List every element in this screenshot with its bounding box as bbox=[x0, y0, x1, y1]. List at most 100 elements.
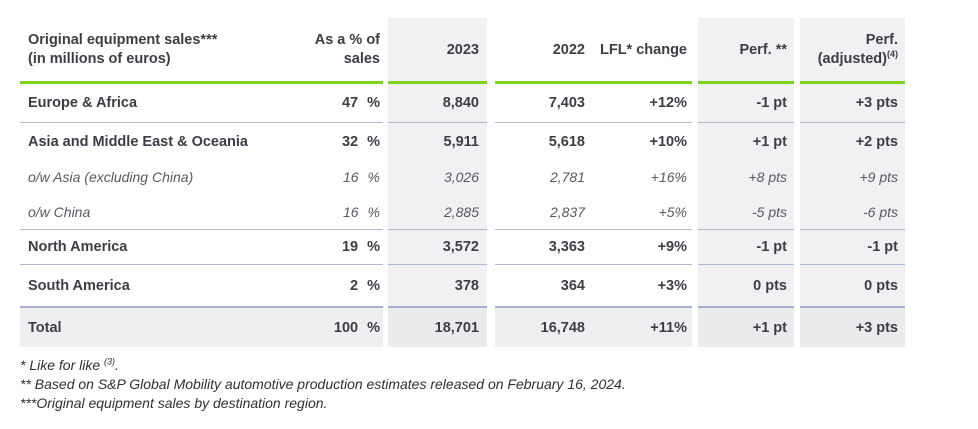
column-gutter bbox=[794, 18, 800, 84]
footnote-sp-global-mobility: ** Based on S&P Global Mobility automoti… bbox=[20, 376, 626, 392]
table-row-ow-china: o/w China 16% 2,885 2,837 +5% -5 pts -6 … bbox=[20, 194, 905, 230]
pct-of-sales-value: 2% bbox=[290, 265, 383, 308]
table-row-europe-africa: Europe & Africa 47% 8,840 7,403 +12% -1 … bbox=[20, 84, 905, 123]
column-gutter bbox=[692, 308, 698, 347]
column-header-title: Original equipment sales*** (in millions… bbox=[20, 18, 290, 84]
column-gutter bbox=[794, 308, 800, 347]
oe-sales-table: Original equipment sales*** (in millions… bbox=[20, 18, 905, 347]
region-label: Total bbox=[20, 308, 290, 347]
column-gutter bbox=[383, 84, 388, 123]
column-gutter bbox=[383, 194, 388, 230]
pct-of-sales-value: 32% bbox=[341, 133, 380, 150]
column-gutter bbox=[794, 123, 800, 160]
perf-value: +1 pt bbox=[698, 123, 794, 160]
table-row-ow-asia-excluding-china: o/w Asia (excluding China) 16% 3,026 2,7… bbox=[20, 160, 905, 194]
perf-adjusted-value: +3 pts bbox=[800, 308, 905, 347]
column-header-pct-of-sales: As a % of sales bbox=[290, 18, 383, 84]
table-row-north-america: North America 19% 3,572 3,363 +9% -1 pt … bbox=[20, 230, 905, 265]
column-gutter bbox=[383, 160, 388, 194]
table-title-line1: Original equipment sales*** bbox=[28, 31, 218, 48]
sales-2023-value: 3,026 bbox=[388, 160, 487, 194]
column-gutter bbox=[692, 265, 698, 308]
column-header-lfl-change: LFL* change bbox=[588, 18, 692, 84]
column-gutter bbox=[487, 123, 495, 160]
column-gutter bbox=[487, 308, 495, 347]
perf-adjusted-value: -6 pts bbox=[800, 194, 905, 230]
column-gutter bbox=[794, 265, 800, 308]
lfl-change-value: +11% bbox=[588, 308, 692, 347]
perf-adjusted-value: +9 pts bbox=[800, 160, 905, 194]
column-gutter bbox=[692, 123, 698, 160]
table-title-line2: (in millions of euros) bbox=[28, 50, 171, 67]
perf-value: -1 pt bbox=[698, 230, 794, 265]
column-gutter bbox=[692, 230, 698, 265]
lfl-change-value: +10% bbox=[649, 133, 688, 150]
column-gutter bbox=[487, 18, 495, 84]
sales-2022-value: 2,837 bbox=[495, 194, 588, 230]
column-header-perf-adjusted: Perf. (adjusted)(4) bbox=[800, 18, 905, 84]
column-gutter bbox=[383, 123, 388, 160]
region-label: o/w China bbox=[20, 194, 290, 230]
perf-adjusted-value: -1 pt bbox=[800, 230, 905, 265]
column-gutter bbox=[794, 194, 800, 230]
region-label: Europe & Africa bbox=[20, 84, 290, 123]
region-label: North America bbox=[20, 230, 290, 265]
column-header-2023: 2023 bbox=[388, 18, 487, 84]
column-header-perf: Perf. ** bbox=[698, 18, 794, 84]
footnote-like-for-like: * Like for like (3). bbox=[20, 356, 119, 373]
column-gutter bbox=[487, 265, 495, 308]
lfl-change-value: +3% bbox=[588, 265, 692, 308]
column-gutter bbox=[692, 160, 698, 194]
column-gutter bbox=[383, 230, 388, 265]
table-row-south-america: South America 2% 378 364 +3% 0 pts 0 pts bbox=[20, 265, 905, 308]
perf-adjusted-value: 0 pts bbox=[800, 265, 905, 308]
pct-of-sales-value: 16% bbox=[290, 194, 383, 230]
lfl-change-value: +16% bbox=[650, 169, 687, 185]
sales-2022-value: 5,618 bbox=[548, 133, 585, 150]
column-gutter bbox=[383, 308, 388, 347]
pct-of-sales-value: 47% bbox=[290, 84, 383, 123]
column-gutter bbox=[487, 84, 495, 123]
perf-value: 0 pts bbox=[698, 265, 794, 308]
sales-2023-value: 5,911 bbox=[388, 123, 487, 160]
column-gutter bbox=[794, 160, 800, 194]
column-gutter bbox=[692, 18, 698, 84]
perf-value: +8 pts bbox=[698, 160, 794, 194]
sales-2022-value: 7,403 bbox=[495, 84, 588, 123]
column-gutter bbox=[692, 84, 698, 123]
lfl-change-value: +12% bbox=[588, 84, 692, 123]
sales-2022-value: 3,363 bbox=[495, 230, 588, 265]
footnote-4-superscript: (4) bbox=[887, 48, 898, 59]
column-gutter bbox=[487, 160, 495, 194]
footnotes: * Like for like (3). ** Based on S&P Glo… bbox=[20, 356, 626, 413]
perf-value: +1 pt bbox=[698, 308, 794, 347]
column-gutter bbox=[487, 230, 495, 265]
sales-2023-value: 2,885 bbox=[388, 194, 487, 230]
perf-value: -5 pts bbox=[698, 194, 794, 230]
lfl-change-value: +5% bbox=[588, 194, 692, 230]
pct-of-sales-value: 19% bbox=[290, 230, 383, 265]
pct-of-sales-value: 16% bbox=[342, 169, 380, 185]
region-label: South America bbox=[20, 265, 290, 308]
column-gutter bbox=[794, 230, 800, 265]
footnote-destination-region: ***Original equipment sales by destinati… bbox=[20, 395, 328, 411]
column-gutter bbox=[383, 18, 388, 84]
perf-value: -1 pt bbox=[698, 84, 794, 123]
sales-2022-value: 364 bbox=[495, 265, 588, 308]
sales-2023-value: 18,701 bbox=[388, 308, 487, 347]
lfl-change-value: +9% bbox=[588, 230, 692, 265]
perf-adjusted-value: +3 pts bbox=[800, 84, 905, 123]
footnote-3-superscript: (3) bbox=[104, 356, 116, 367]
sales-2022-value: 16,748 bbox=[495, 308, 588, 347]
perf-adjusted-value: +2 pts bbox=[800, 123, 905, 160]
column-gutter bbox=[692, 194, 698, 230]
sales-2023-value: 8,840 bbox=[388, 84, 487, 123]
table-row-total: Total 100% 18,701 16,748 +11% +1 pt +3 p… bbox=[20, 308, 905, 347]
region-label: o/w Asia (excluding China) bbox=[28, 169, 194, 185]
column-gutter bbox=[383, 265, 388, 308]
table-header-row: Original equipment sales*** (in millions… bbox=[20, 18, 905, 84]
column-gutter bbox=[487, 194, 495, 230]
pct-of-sales-value: 100% bbox=[290, 308, 383, 347]
column-gutter bbox=[794, 84, 800, 123]
sales-2023-value: 378 bbox=[388, 265, 487, 308]
